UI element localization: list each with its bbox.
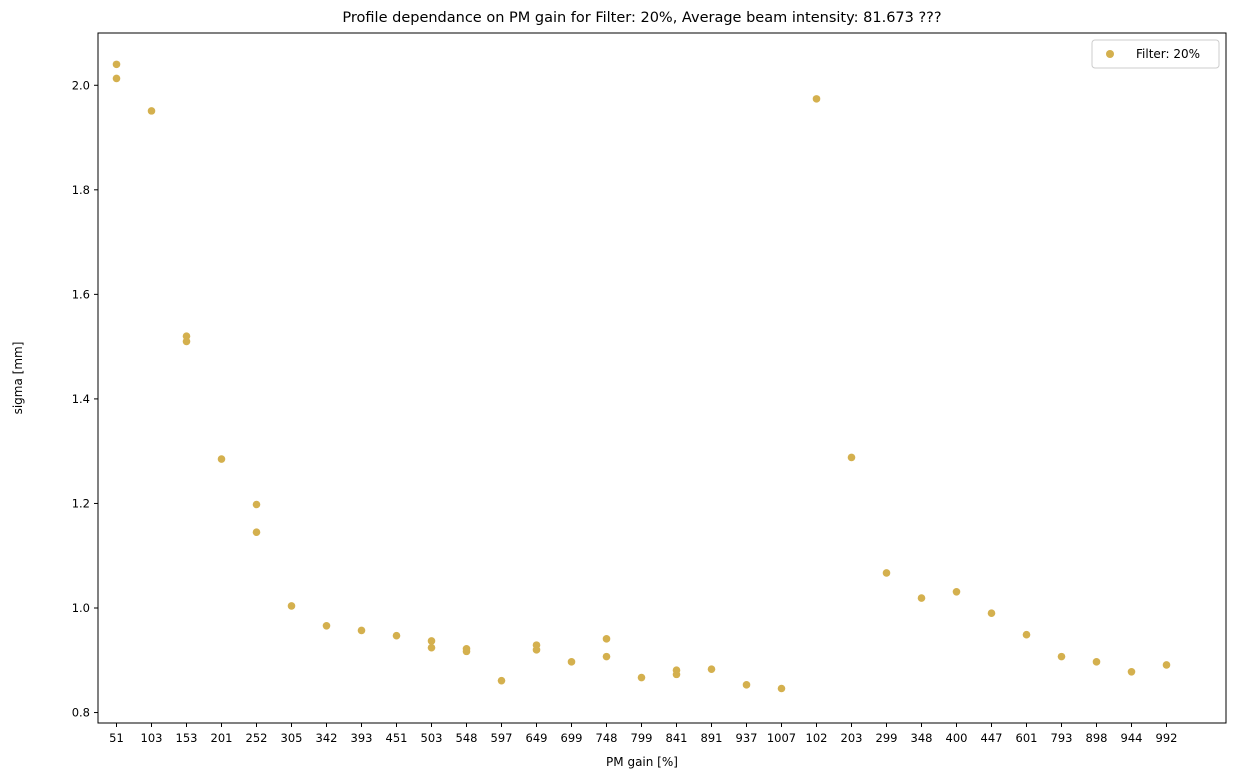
data-point [357,626,366,635]
x-tick-label: 103 [141,731,163,745]
x-tick-label: 305 [281,731,303,745]
x-tick-label: 937 [736,731,758,745]
y-tick-label: 1.4 [72,392,90,406]
data-point [917,594,926,602]
legend-box [1091,39,1220,69]
y-axis-ticks: 0.8 1.0 1.2 1.4 1.6 1.8 2.0 [72,78,98,720]
data-point [602,652,611,661]
data-point [742,681,751,689]
plot-area: 51 103 153 201 252 305 342 393 451 503 548 597 649 69… [72,32,1227,745]
data-point [182,337,191,346]
data-point [1127,667,1136,676]
data-point [392,631,401,640]
x-tick-label: 342 [316,731,338,745]
data-point [532,646,541,654]
x-tick-label: 1007 [767,731,796,745]
data-point [672,670,681,679]
x-tick-label: 699 [561,731,583,745]
data-point [427,637,436,645]
x-tick-label: 393 [351,731,373,745]
data-point [112,74,121,83]
data-point [322,621,331,630]
data-point [287,602,296,610]
x-tick-label: 503 [421,731,443,745]
data-point [812,95,821,103]
x-tick-label: 597 [491,731,513,745]
data-point [602,635,611,643]
data-point [707,665,716,673]
y-axis-label: sigma [mm] [11,342,25,415]
legend-label: Filter: 20% [1136,47,1200,61]
data-point [637,673,646,682]
x-axis-label: PM gain [%] [606,755,678,769]
data-point [847,453,856,462]
x-tick-label: 203 [841,731,863,745]
y-tick-label: 1.0 [72,601,90,615]
y-tick-label: 1.8 [72,183,90,197]
x-tick-label: 201 [211,731,233,745]
x-tick-label: 447 [981,731,1003,745]
data-point [497,676,506,685]
data-point [987,609,996,618]
x-tick-label: 400 [946,731,968,745]
data-point [1162,661,1171,669]
x-tick-label: 649 [526,731,548,745]
x-tick-label: 748 [596,731,618,745]
chart-title: Profile dependance on PM gain for Filter… [342,10,941,26]
x-tick-label: 102 [806,731,828,745]
x-tick-label: 898 [1086,731,1108,745]
x-tick-label: 944 [1121,731,1143,745]
x-tick-label: 153 [176,731,198,745]
data-point [147,107,156,115]
x-tick-label: 841 [666,731,688,745]
data-point [182,332,191,340]
x-tick-label: 51 [109,731,124,745]
y-tick-label: 2.0 [72,78,90,92]
points-layer [112,60,1171,693]
x-tick-label: 793 [1051,731,1073,745]
legend: Filter: 20% [1091,39,1220,69]
data-point [112,60,121,69]
data-point [1057,652,1066,661]
x-tick-label: 348 [911,731,933,745]
y-tick-label: 1.2 [72,496,90,510]
data-point [1022,630,1031,639]
axes-frame [97,32,1227,724]
data-point [1092,658,1101,666]
y-tick-label: 1.6 [72,287,90,301]
data-point [252,500,261,509]
data-point [217,455,226,463]
data-point [882,569,891,577]
x-tick-label: 992 [1156,731,1178,745]
y-tick-label: 0.8 [72,706,90,720]
x-tick-label: 548 [456,731,478,745]
x-tick-label: 451 [386,731,408,745]
data-point [567,658,576,666]
x-tick-label: 601 [1016,731,1038,745]
x-tick-label: 891 [701,731,723,745]
data-point [427,643,436,652]
x-axis-ticks: 51 103 153 201 252 305 342 393 451 503 548 597 649 69… [109,723,1177,745]
data-point [777,684,786,693]
legend-marker [1106,50,1114,58]
x-tick-label: 252 [246,731,268,745]
data-point [462,647,471,656]
data-point [252,528,261,537]
data-point [952,587,961,596]
x-tick-label: 299 [876,731,898,745]
x-tick-label: 799 [631,731,653,745]
